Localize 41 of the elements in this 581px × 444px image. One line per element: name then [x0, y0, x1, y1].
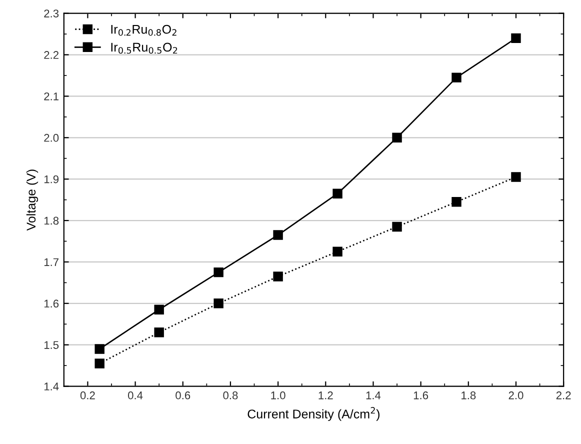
point — [452, 197, 462, 207]
y-tick-label: 1.7 — [44, 258, 58, 266]
legend-label: Ir$_{0.2}$Ru$_{0.8}$O$_{2}$ — [111, 24, 176, 36]
point — [94, 344, 104, 354]
y-axis-title: Voltage (V) — [26, 170, 38, 231]
x-tick-label: 0.2 — [80, 391, 95, 400]
point — [452, 72, 462, 82]
x-axis-title: Current Density (A/cm$^{2}$) — [248, 407, 380, 421]
point — [154, 328, 164, 338]
point — [392, 222, 402, 232]
x-tick-label: 0.6 — [176, 391, 190, 400]
point — [511, 33, 521, 44]
point — [332, 188, 342, 198]
point — [214, 267, 224, 278]
point — [94, 358, 104, 368]
point — [273, 272, 283, 282]
point — [332, 246, 342, 256]
point — [511, 172, 521, 182]
y-tick-label: 1.6 — [44, 300, 59, 308]
y-tick-label: 1.8 — [44, 216, 59, 225]
y-tick-label: 2.1 — [44, 92, 59, 100]
legend-label: Ir$_{0.5}$Ru$_{0.5}$O$_{2}$ — [111, 42, 178, 54]
x-tick-label: 1.0 — [271, 391, 286, 400]
y-tick-label: 1.4 — [44, 382, 59, 390]
point — [392, 132, 402, 142]
x-tick-label: 1.8 — [462, 391, 476, 400]
point — [214, 298, 224, 308]
y-tick-label: 1.9 — [44, 175, 59, 184]
x-tick-label: 0.4 — [128, 391, 143, 400]
x-tick-label: 2.0 — [508, 391, 524, 400]
x-tick-label: 1.6 — [414, 391, 428, 400]
x-tick-label: 1.4 — [366, 392, 381, 400]
y-tick-label: 2.3 — [44, 10, 59, 18]
y-tick-label: 2.2 — [44, 51, 58, 59]
x-tick-label: 0.8 — [223, 391, 238, 400]
point — [154, 304, 164, 314]
x-tick-label: 2.2 — [556, 391, 571, 400]
x-tick-label: 1.2 — [318, 391, 333, 400]
point — [273, 230, 283, 240]
y-tick-label: 2.0 — [44, 134, 59, 142]
y-tick-label: 1.5 — [44, 341, 59, 349]
